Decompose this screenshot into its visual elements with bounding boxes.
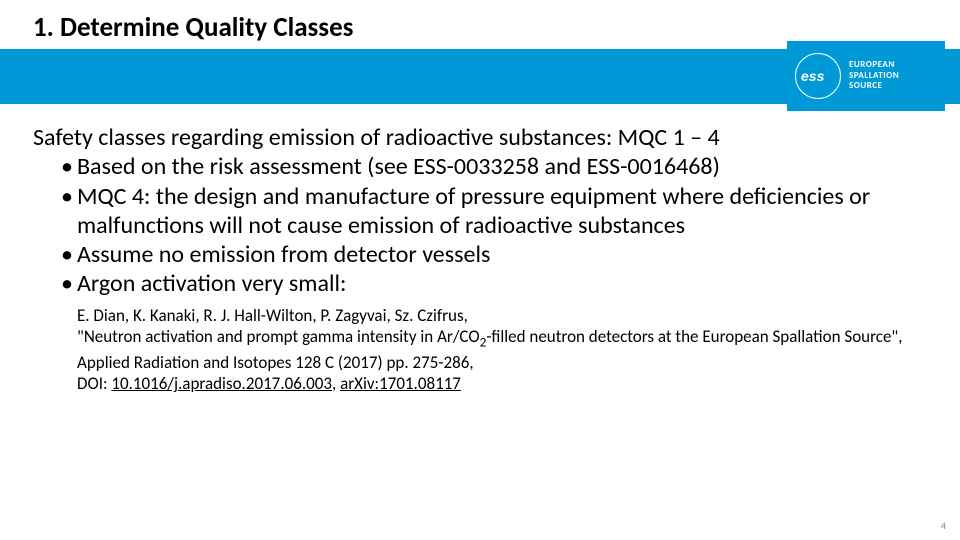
slide: 1. Determine Quality Classes ess EUROPEA… (0, 0, 960, 540)
bullet-item: MQC 4: the design and manufacture of pre… (61, 182, 927, 241)
svg-text:ess: ess (801, 68, 825, 84)
bullet-item: Argon activation very small: (61, 269, 927, 298)
content-area: Safety classes regarding emission of rad… (33, 123, 927, 395)
ref-journal: Applied Radiation and Isotopes 128 C (20… (77, 352, 927, 374)
logo-text: EUROPEAN SPALLATION SOURCE (849, 60, 899, 91)
logo: ess EUROPEAN SPALLATION SOURCE (787, 41, 945, 111)
ref-links: DOI: 10.1016/j.apradiso.2017.06.003, arX… (77, 373, 927, 395)
bullet-item: Based on the risk assessment (see ESS-00… (61, 152, 927, 181)
page-number: 4 (941, 519, 946, 532)
ess-logo-icon: ess (795, 53, 841, 99)
slide-title: 1. Determine Quality Classes (33, 11, 353, 44)
bullet-list: Based on the risk assessment (see ESS-00… (33, 152, 927, 298)
lead-text: Safety classes regarding emission of rad… (33, 123, 927, 152)
ref-authors: E. Dian, K. Kanaki, R. J. Hall-Wilton, P… (77, 305, 927, 327)
reference-block: E. Dian, K. Kanaki, R. J. Hall-Wilton, P… (33, 305, 927, 396)
ref-title: "Neutron activation and prompt gamma int… (77, 326, 927, 351)
bullet-item: Assume no emission from detector vessels (61, 240, 927, 269)
